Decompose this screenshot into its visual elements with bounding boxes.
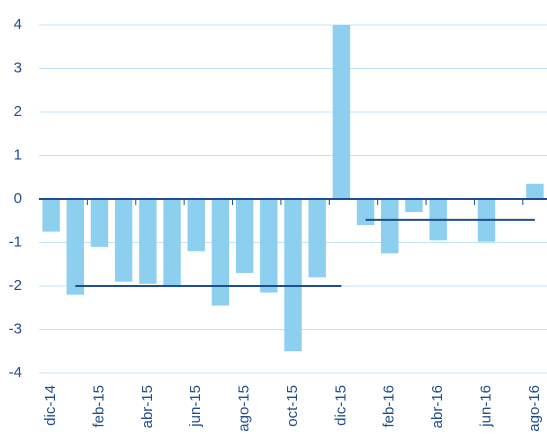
bar [235,199,254,273]
bar [66,199,84,295]
x-tick-label: oct-15 [284,385,301,427]
y-tick-label: 2 [14,103,22,120]
bar [332,25,351,199]
x-tick-label: ago-16 [526,385,543,432]
bar [114,199,133,282]
bar [211,199,230,306]
y-tick-label: -4 [9,364,22,381]
bar [90,199,109,247]
x-tick-label: dic-14 [42,385,59,426]
y-tick-label: -2 [9,277,22,294]
bar [405,199,423,213]
y-tick-label: 4 [14,16,22,33]
bar [526,183,544,199]
y-tick-label: -3 [9,320,22,337]
x-tick-label: feb-15 [90,385,107,428]
x-tick-label: abr-16 [429,385,446,428]
x-tick-label: jun-16 [477,385,494,428]
x-tick-label: dic-15 [332,385,349,426]
bar [308,199,326,278]
x-tick-label: abr-15 [139,385,156,428]
bar [187,199,205,252]
bar [163,199,181,286]
y-tick-label: 0 [14,190,22,207]
bar [42,199,60,232]
bar [381,199,399,254]
bar [260,199,278,293]
bar [139,199,157,284]
y-tick-label: -1 [9,233,22,250]
x-tick-label: jun-15 [187,385,204,428]
bar [284,199,302,352]
x-tick-label: ago-15 [236,385,253,432]
bar [356,199,375,226]
y-tick-label: 1 [14,146,22,163]
x-tick-label: feb-16 [381,385,398,428]
y-tick-label: 3 [14,59,22,76]
